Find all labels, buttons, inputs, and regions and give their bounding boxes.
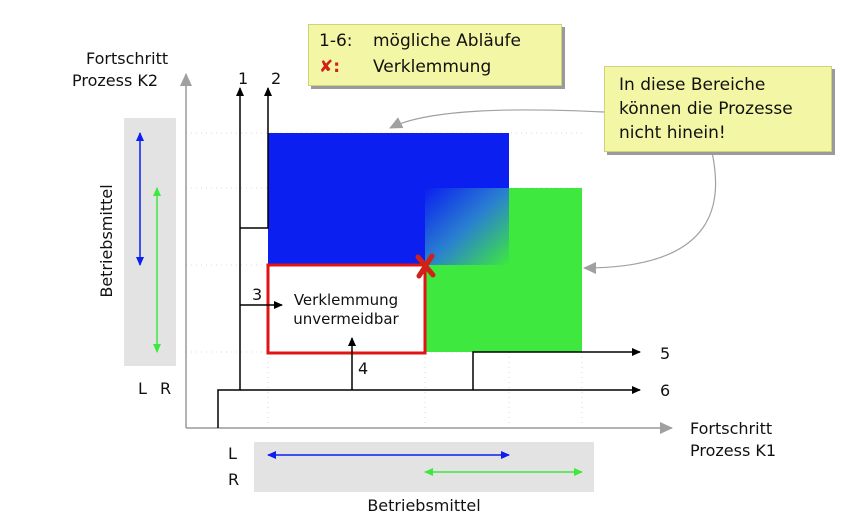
bottom-resource-panel — [254, 442, 594, 492]
path-2 — [240, 87, 272, 229]
note-line-2: können die Prozesse — [619, 99, 793, 119]
deadlock-region-label-2: unvermeidbar — [293, 310, 399, 328]
left-resource-panel — [124, 118, 176, 366]
path-label-4: 4 — [358, 359, 368, 378]
deadlock-x-icon — [415, 253, 436, 279]
note-pointer-arrow-green — [583, 151, 717, 274]
note-line-1: In diese Bereiche — [619, 75, 766, 95]
left-resource-label: Betriebsmittel — [97, 184, 116, 297]
legend-key-deadlock: ✘: — [319, 57, 341, 77]
path-label-5: 5 — [660, 344, 670, 363]
path-label-2: 2 — [271, 69, 281, 88]
legend-text-deadlock: Verklemmung — [373, 57, 492, 77]
x-axis-title-line2: Prozess K1 — [690, 441, 776, 460]
path-label-6: 6 — [660, 381, 670, 400]
left-label-R: R — [160, 379, 171, 398]
legend-row-paths: 1-6: mögliche Abläufe — [319, 29, 521, 53]
overlap-region — [425, 188, 509, 265]
bottom-resource-label: Betriebsmittel — [367, 496, 480, 515]
note-line-3: nicht hinein! — [619, 123, 726, 143]
bottom-label-L: L — [228, 444, 237, 463]
legend-row-deadlock: ✘: Verklemmung — [319, 55, 491, 79]
x-axis-title-line1: Fortschritt — [690, 419, 772, 438]
path-5 — [472, 348, 641, 390]
legend-box: 1-6: mögliche Abläufe ✘: Verklemmung — [308, 24, 562, 86]
path-1 — [217, 87, 244, 428]
forbidden-region-note: In diese Bereiche können die Prozesse ni… — [604, 66, 832, 152]
bottom-label-R: R — [228, 470, 239, 489]
left-label-L: L — [138, 379, 147, 398]
legend-text-paths: mögliche Abläufe — [373, 31, 521, 51]
path-label-3: 3 — [252, 285, 262, 304]
path-label-1: 1 — [238, 69, 248, 88]
unavoidable-deadlock-region — [266, 263, 427, 355]
axes — [180, 73, 673, 434]
legend-key-paths: 1-6: — [319, 31, 353, 51]
deadlock-region-label-1: Verklemmung — [294, 291, 398, 309]
y-axis-title-line1: Fortschritt — [86, 49, 168, 68]
y-axis-title-line2: Prozess K2 — [72, 71, 158, 90]
note-pointer-arrow-blue — [389, 109, 605, 129]
